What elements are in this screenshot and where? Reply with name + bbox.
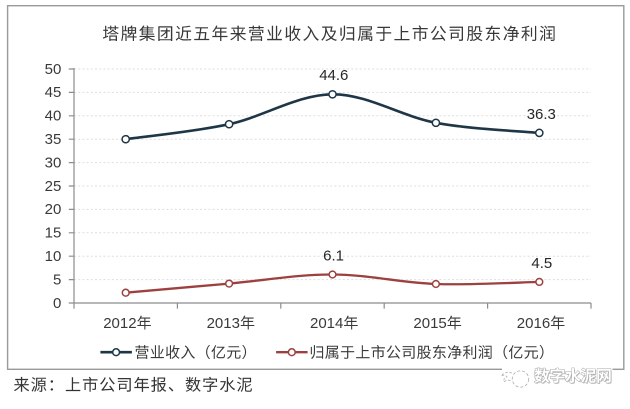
svg-text:4.5: 4.5 <box>531 255 552 272</box>
svg-text:45: 45 <box>45 84 62 101</box>
svg-text:50: 50 <box>45 61 62 78</box>
svg-text:2016: 2016 <box>517 315 550 332</box>
svg-text:44.6: 44.6 <box>319 67 348 84</box>
svg-text:40: 40 <box>45 108 62 125</box>
svg-text:30: 30 <box>45 154 62 171</box>
svg-text:2014: 2014 <box>310 315 343 332</box>
svg-text:20: 20 <box>45 201 62 218</box>
svg-text:36.3: 36.3 <box>527 106 556 123</box>
svg-text:2012: 2012 <box>103 315 136 332</box>
svg-text:35: 35 <box>45 131 62 148</box>
svg-text:6.1: 6.1 <box>323 247 344 264</box>
svg-text:2013: 2013 <box>207 315 240 332</box>
svg-text:5: 5 <box>53 271 61 288</box>
svg-text:2015: 2015 <box>413 315 446 332</box>
svg-text:0: 0 <box>53 295 61 312</box>
svg-text:25: 25 <box>45 178 62 195</box>
svg-text:10: 10 <box>45 248 62 265</box>
svg-text:15: 15 <box>45 225 62 242</box>
